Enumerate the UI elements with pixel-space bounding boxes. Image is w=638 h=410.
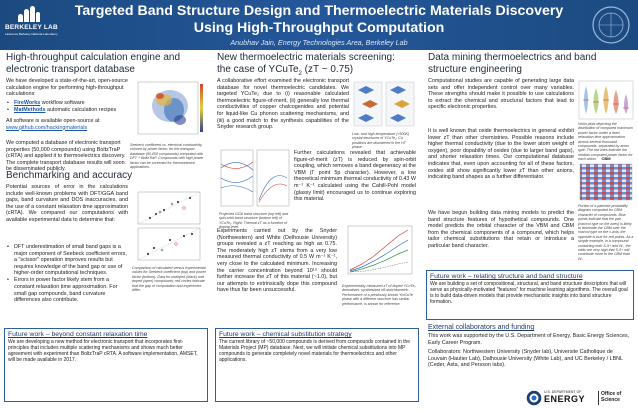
doe-energy-text: ENERGY: [544, 394, 586, 404]
cbm-probability-heatmap: [579, 163, 633, 201]
energy-technologies-seal: [592, 6, 630, 44]
future-work-structure-title: Future work – relating structure and ban…: [430, 273, 583, 280]
seebeck-caption: Seebeck coefficient vs. electrical condu…: [130, 143, 204, 170]
future-work-relaxation-box: Future work – beyond constant relaxation…: [4, 328, 208, 402]
screening-title-compound: the case of YCuTe: [217, 63, 299, 75]
screening-title-zt: (zT ~ 0.75): [301, 63, 354, 75]
crystal-structure-caption: Low- and high-temperature (>500K) crysta…: [352, 132, 410, 150]
zt-reference-series: [349, 261, 409, 273]
screening-intro: A collaborative effort examined the elec…: [217, 78, 349, 131]
title-line-2: Using High-Throughput Computation: [193, 20, 445, 36]
software-list: FireWorks workflow software MatMethods a…: [6, 100, 128, 114]
future-work-substitution-box: Future work – chemical substitution stra…: [215, 328, 419, 402]
power-factor-colorbar: [200, 84, 203, 132]
section-title-data-mining-line-2: structure engineering: [428, 63, 522, 75]
section-title-screening-line-2: the case of YCuTe2 (zT ~ 0.75): [217, 64, 417, 81]
doe-office-text: Office of Science: [601, 391, 622, 403]
section-title-screening: New thermoelectric materials screening: …: [217, 52, 417, 80]
engine-intro: We have developed a state-of-the-art, op…: [6, 78, 128, 98]
power-factor-comparison-plot: [137, 227, 201, 261]
benchmarking-text: Potential sources of error in the calcul…: [6, 184, 128, 223]
software-item-fireworks: FireWorks workflow software: [6, 100, 128, 107]
section-title-engine-line-1: High-throughput calculation engine and: [6, 52, 181, 63]
doe-office-of-science-logo: U.S. DEPARTMENT OF ENERGY Office of Scie…: [526, 390, 634, 406]
berkeley-lab-logo-mark: [18, 6, 40, 22]
crystal-structure-images: [353, 81, 415, 127]
cbm-prediction-text: We have begun building data mining model…: [428, 210, 574, 249]
high-temperature-structure: [385, 81, 415, 127]
screening-title-subscript: 2: [298, 70, 302, 77]
collaborators-title: External collaborators and funding: [428, 324, 535, 331]
berkeley-lab-logo: BERKELEY LAB Lawrence Berkeley National …: [5, 6, 58, 44]
band-structure-caption: Projected GGA band structure (top left) …: [219, 212, 289, 230]
transport-database-text: We computed a database of electronic tra…: [6, 140, 126, 173]
calc-vs-exp-plots: [137, 191, 201, 261]
future-work-structure-box: Future work – relating structure and ban…: [426, 270, 634, 320]
future-work-structure-text: We are building a set of compositional, …: [430, 281, 628, 305]
matmethods-link[interactable]: MatMethods: [14, 107, 46, 114]
violin-plot-caption: Violin plots depicting the distribution …: [578, 122, 633, 162]
section-title-engine: High-throughput calculation engine and e…: [6, 52, 206, 76]
column-1: High-throughput calculation engine and e…: [6, 52, 206, 76]
zt-series-2: [349, 239, 409, 272]
future-work-substitution-title: Future work – chemical substitution stra…: [219, 331, 352, 338]
future-work-relaxation-title: Future work – beyond constant relaxation…: [8, 331, 148, 338]
poster-author: Anubhav Jain, Energy Technologies Area, …: [230, 38, 408, 47]
oxide-thermoelectrics-text: It is well known that oxide thermoelectr…: [428, 128, 574, 181]
fireworks-desc: workflow software: [40, 100, 85, 106]
availability-text: All software is available open-source at: [6, 118, 100, 124]
funding-text: This work was supported by the U.S. Depa…: [428, 333, 630, 346]
gga-band-structure: [220, 149, 254, 207]
data-mining-intro: Computational studies are capable of gen…: [428, 78, 574, 111]
experiments-text: Experiments carried out by the Snyder (N…: [217, 228, 337, 294]
experimental-zt-plot: [347, 225, 413, 275]
doe-department-text: U.S. DEPARTMENT OF: [544, 390, 582, 394]
section-title-data-mining-line-1: Data mining thermoelectrics and band: [428, 52, 597, 63]
future-work-relaxation-text: We are developing a new method for elect…: [8, 339, 198, 363]
logo-name: BERKELEY LAB: [5, 24, 58, 31]
github-link[interactable]: www.github.com/hackingmaterials: [6, 124, 88, 131]
future-work-substitution-text: The current library of ~50,000 compounds…: [219, 339, 411, 363]
poster-header: BERKELEY LAB Lawrence Berkeley National …: [0, 0, 638, 50]
seebeck-scatter-points: [152, 90, 188, 125]
collaborators-section: External collaborators and funding This …: [428, 324, 634, 369]
benchmark-findings: DFT underestimation of small band gaps i…: [6, 244, 128, 304]
matmethods-desc: automatic calculation recipes: [45, 107, 117, 114]
section-title-screening-line-1: New thermoelectric materials screening:: [217, 52, 395, 63]
band-structure-plots: [220, 149, 290, 207]
zt-series-1: [349, 229, 409, 271]
poster-title: Targeted Band Structure Design and Therm…: [60, 3, 578, 37]
doe-seal-icon: [526, 390, 542, 406]
seebeck-scatter-plot: [137, 81, 203, 135]
section-title-data-mining: Data mining thermoelectrics and band str…: [428, 52, 634, 75]
fireworks-link[interactable]: FireWorks: [14, 100, 41, 106]
title-line-1: Targeted Band Structure Design and Therm…: [74, 3, 564, 19]
further-calculations-text: Further calculations revealed that achie…: [294, 150, 416, 203]
software-item-matmethods: MatMethods automatic calculation recipes: [6, 107, 128, 114]
software-availability: All software is available open-source at…: [6, 118, 128, 131]
experimental-zt-caption: Experimentally measured zT of doped YCuT…: [342, 284, 416, 306]
collaborators-text: Collaborators: Northwestern University (…: [428, 349, 623, 369]
logo-subtitle: Lawrence Berkeley National Laboratory: [5, 32, 58, 36]
seebeck-comparison-plot: [137, 191, 201, 225]
benchmark-finding-1: DFT underestimation of small band gaps i…: [6, 244, 128, 277]
violin-plot: [578, 80, 634, 120]
zt-series-3: [349, 249, 409, 273]
heatmap-label: CBM: [601, 156, 611, 161]
section-title-engine-line-2: electronic transport database: [6, 63, 135, 75]
benchmark-finding-2: Errors in power factor likely stem from …: [6, 277, 128, 303]
calc-vs-exp-caption: Comparison of calculated versus experime…: [132, 266, 206, 293]
low-temperature-structure: [353, 81, 383, 127]
section-title-benchmarking: Benchmarking and accuracy: [6, 170, 133, 181]
heatmap-caption: Portion of a pairwise probability diagra…: [578, 204, 634, 261]
